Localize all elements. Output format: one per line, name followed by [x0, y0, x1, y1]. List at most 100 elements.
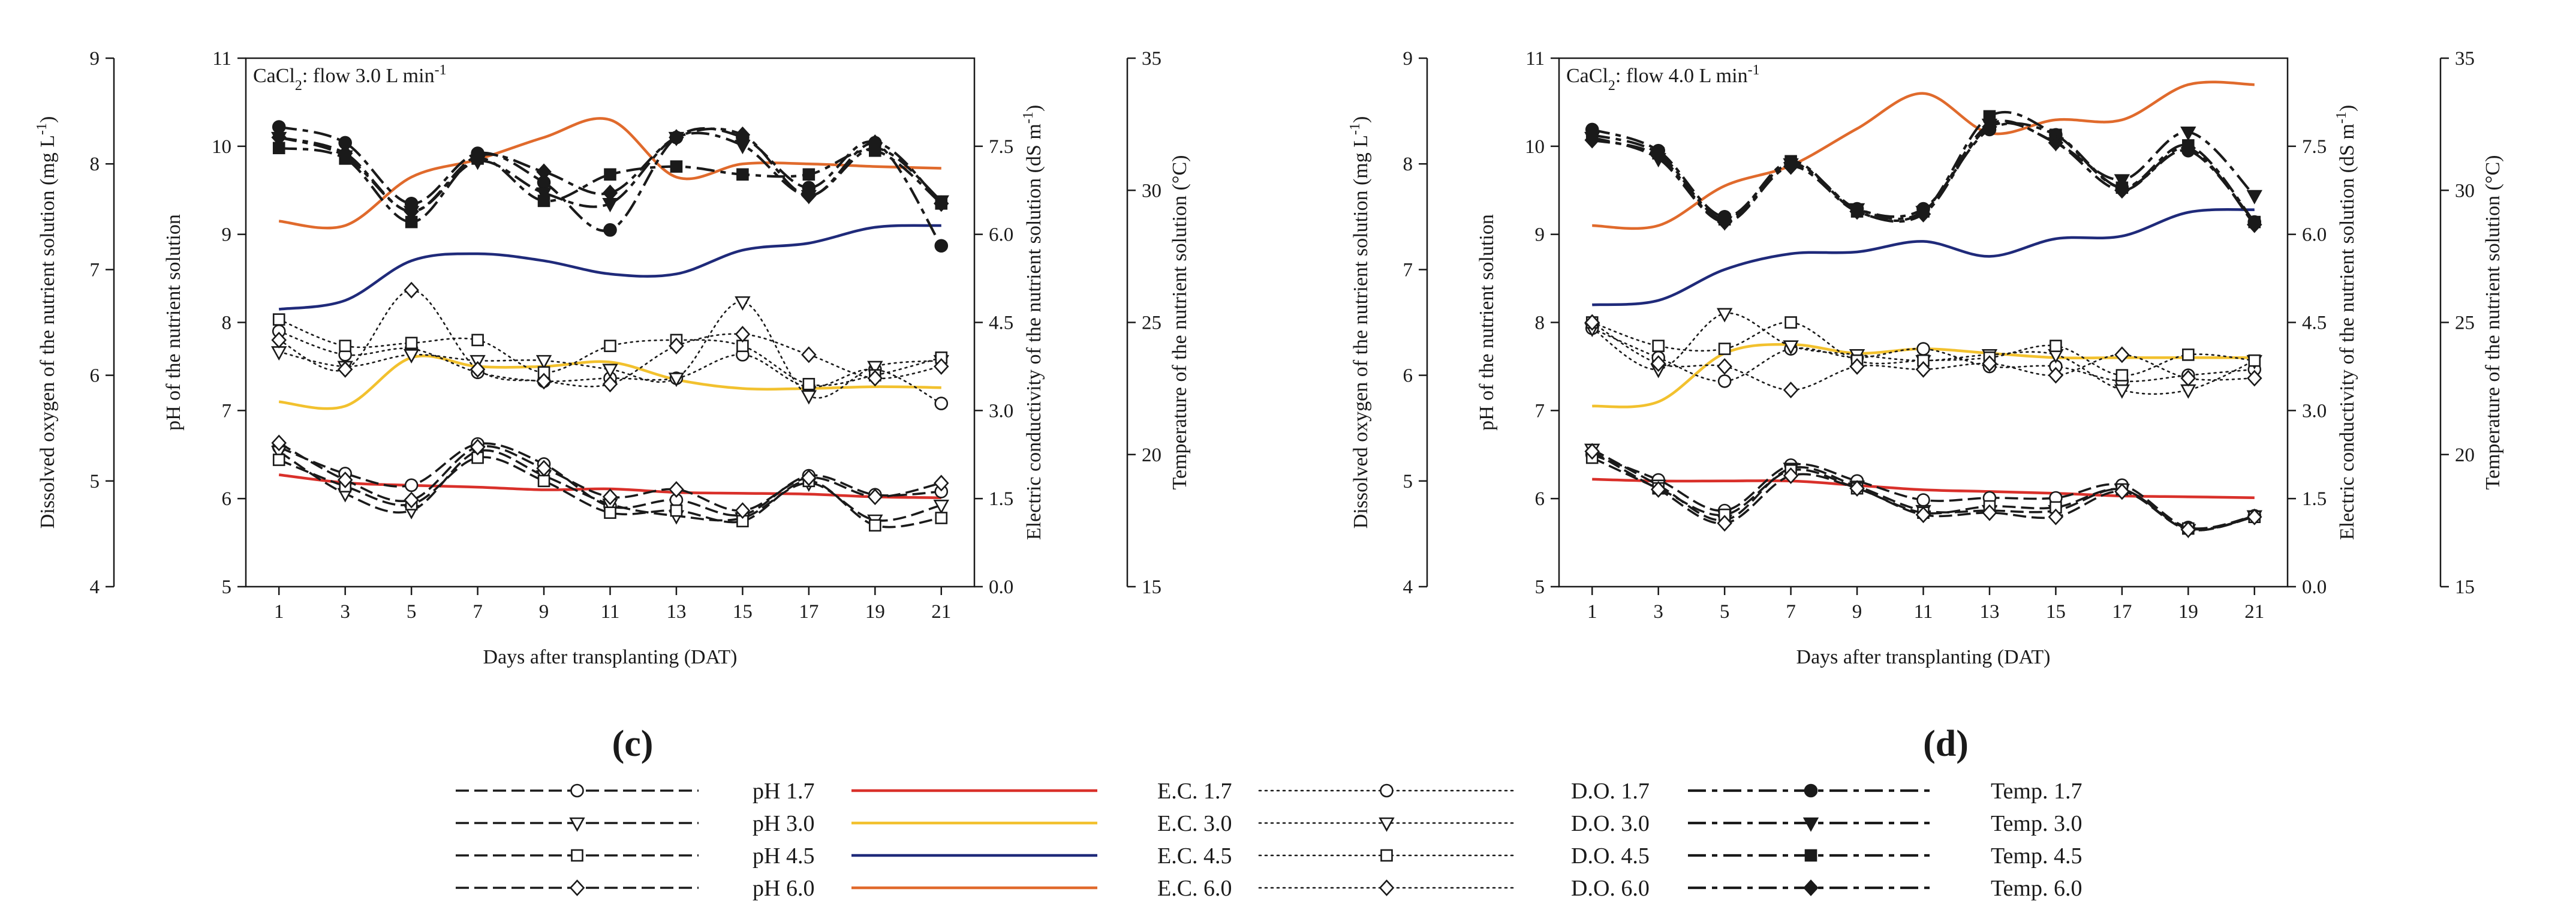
- legend-label: Temp. 1.7: [1991, 779, 2082, 804]
- temp-point-s6.0: [2048, 134, 2064, 151]
- panel-label: (d): [1923, 723, 1969, 764]
- do-axis-title-sup: -1: [34, 123, 50, 135]
- temp-axis-title: Temperature of the nutrient solution (°C…: [2482, 155, 2504, 490]
- do-point-s6.0: [1982, 504, 1997, 521]
- ec-point-s6.0: [2180, 370, 2196, 387]
- do-point-s6.0: [669, 480, 684, 498]
- temp-point-s6.0: [271, 129, 287, 146]
- temp-point-s4.5: [604, 168, 616, 181]
- temp-point-s1.7: [603, 223, 617, 237]
- temp-point-s6.0: [2114, 182, 2130, 199]
- temp-point-s6.0: [1650, 148, 1666, 164]
- legend-marker-temp-s1.7: [1804, 783, 1818, 798]
- do-point-s6.0: [2180, 521, 2196, 538]
- ec-line-s6.0: [1591, 322, 2256, 391]
- do-point-s6.0: [1915, 506, 1931, 524]
- chart-title: CaCl2: flow 4.0 L min-1: [1566, 62, 1760, 94]
- x-tick-label: 5: [407, 601, 417, 623]
- legend-label: E.C. 6.0: [1157, 876, 1232, 901]
- legend-label: pH 1.7: [753, 779, 814, 804]
- ph-line-s4.5: [278, 224, 941, 311]
- ec-point-s1.7: [1916, 342, 1930, 356]
- temp-point-s6.0: [337, 145, 353, 162]
- temp-point-s3.0: [2246, 190, 2262, 205]
- do-point-s6.0: [2114, 483, 2130, 500]
- ec-point-s3.0: [2114, 384, 2130, 399]
- do-point-s4.5: [869, 519, 881, 532]
- ph-tick-label: 6: [222, 488, 232, 510]
- temp-tick-label: 20: [1142, 445, 1161, 466]
- ec-point-s1.7: [1717, 374, 1732, 388]
- do-point-s3.0: [933, 500, 949, 515]
- legend-label: pH 3.0: [753, 811, 814, 836]
- do-tick-label: 6: [90, 365, 100, 387]
- do-point-s6.0: [1717, 515, 1732, 532]
- ec-point-s3.0: [602, 364, 618, 379]
- do-point-s6.0: [404, 491, 419, 509]
- legend-marker-temp-s6.0: [1803, 879, 1819, 896]
- ec-point-s3.0: [2180, 384, 2196, 399]
- do-tick-label: 5: [1403, 471, 1413, 492]
- legend-label: pH 6.0: [753, 876, 814, 901]
- ec-point-s4.5: [272, 313, 285, 326]
- ec-point-s4.5: [2248, 354, 2261, 367]
- ec-point-s6.0: [602, 376, 618, 393]
- temp-point-s6.0: [404, 203, 419, 220]
- ec-point-s6.0: [1584, 314, 1600, 331]
- do-point-s6.0: [536, 460, 552, 477]
- ec-point-s4.5: [405, 337, 418, 350]
- legend-marker-do-s3.0: [1379, 817, 1395, 832]
- ec-point-s4.5: [2050, 340, 2062, 352]
- ec-point-s4.5: [339, 340, 351, 352]
- do-tick-label: 9: [90, 48, 100, 70]
- x-tick-label: 9: [1852, 601, 1862, 623]
- ec-tick-label: 7.5: [2302, 136, 2327, 158]
- do-tick-label: 7: [1403, 259, 1413, 281]
- temp-tick-label: 25: [1142, 313, 1161, 334]
- temp-point-s6.0: [934, 195, 949, 212]
- ec-point-s6.0: [801, 346, 817, 364]
- do-tick-label: 6: [1403, 365, 1413, 387]
- do-axis-title-text: Dissolved oxygen of the nutrient solutio…: [37, 135, 59, 528]
- ec-line-s1.7: [278, 330, 943, 404]
- temp-point-s4.5: [670, 160, 683, 173]
- ec-point-s6.0: [2114, 346, 2130, 364]
- ph-tick-label: 9: [1535, 224, 1545, 246]
- ec-point-s4.5: [2182, 349, 2195, 361]
- chart-title-part-3: -1: [435, 62, 447, 78]
- ec-tick-label: 4.5: [989, 313, 1013, 334]
- legend-marker-ph-s1.7: [570, 783, 584, 798]
- ph-tick-label: 11: [1525, 48, 1545, 70]
- temp-point-s6.0: [801, 187, 817, 204]
- do-tick-label: 8: [1403, 154, 1413, 175]
- temp-point-s6.0: [1982, 118, 1997, 136]
- ph-axis-title: pH of the nutrient solution: [1476, 214, 1498, 431]
- do-point-s6.0: [1650, 480, 1666, 498]
- ph-tick-label: 6: [1535, 488, 1545, 510]
- ph-line-s3.0: [278, 355, 941, 410]
- x-tick-label: 15: [2046, 601, 2066, 623]
- temp-point-s6.0: [735, 126, 751, 143]
- ec-point-s4.5: [2115, 369, 2129, 382]
- ec-point-s6.0: [735, 326, 751, 343]
- do-point-s6.0: [2048, 508, 2064, 525]
- ec-axis-title: Electric conductivity of the nutrient so…: [2334, 105, 2358, 540]
- ec-point-s4.5: [1652, 340, 1665, 352]
- temp-tick-label: 15: [1142, 576, 1161, 598]
- ec-point-s6.0: [1650, 355, 1666, 372]
- ph-tick-label: 8: [222, 313, 232, 334]
- temp-point-s6.0: [470, 148, 486, 164]
- do-tick-label: 5: [90, 471, 100, 492]
- ec-axis-title-text: Electric conductivity of the nutrient so…: [2336, 124, 2358, 540]
- ph-tick-label: 5: [1535, 576, 1545, 598]
- ec-tick-label: 7.5: [989, 136, 1013, 158]
- ec-point-s6.0: [271, 331, 287, 349]
- x-tick-label: 9: [539, 601, 549, 623]
- x-tick-label: 7: [473, 601, 483, 623]
- do-point-s6.0: [1584, 443, 1600, 460]
- do-axis-title: Dissolved oxygen of the nutrient solutio…: [1347, 116, 1372, 529]
- ec-line-s4.5: [278, 319, 943, 386]
- temp-point-s6.0: [669, 129, 684, 146]
